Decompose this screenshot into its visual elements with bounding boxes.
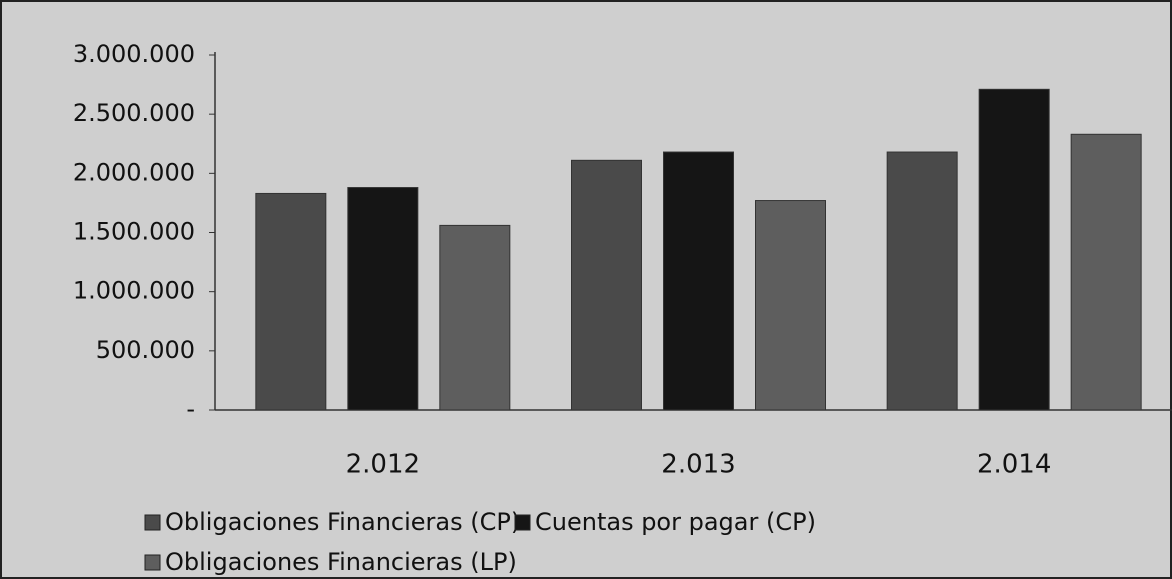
- y-tick-label: 3.000.000: [73, 40, 195, 68]
- y-tick-label: 2.000.000: [73, 158, 195, 186]
- legend-label: Obligaciones Financieras (CP): [165, 508, 520, 536]
- bar: [347, 187, 419, 411]
- x-tick-label: 2.012: [346, 450, 420, 480]
- bar: [663, 151, 734, 411]
- x-tick-label: 2.014: [977, 450, 1051, 480]
- x-tick-label: 2.013: [661, 450, 735, 480]
- bar: [978, 88, 1050, 411]
- bar: [886, 151, 958, 411]
- y-tick-label: 500.000: [96, 336, 195, 364]
- legend-label: Obligaciones Financieras (LP): [165, 548, 517, 576]
- y-tick-label: 1.000.000: [73, 277, 195, 305]
- y-tick-label: -: [186, 395, 195, 423]
- y-tick-label: 1.500.000: [73, 218, 195, 246]
- y-tick-label: 2.500.000: [73, 99, 195, 127]
- legend-label: Cuentas por pagar (CP): [535, 508, 816, 536]
- legend-marker: [514, 514, 531, 531]
- bar: [1070, 133, 1142, 411]
- legend-marker: [144, 514, 161, 531]
- bar: [255, 192, 327, 411]
- bar: [755, 200, 826, 411]
- bar: [439, 224, 511, 411]
- legend-marker: [144, 554, 161, 571]
- bar: [571, 159, 642, 411]
